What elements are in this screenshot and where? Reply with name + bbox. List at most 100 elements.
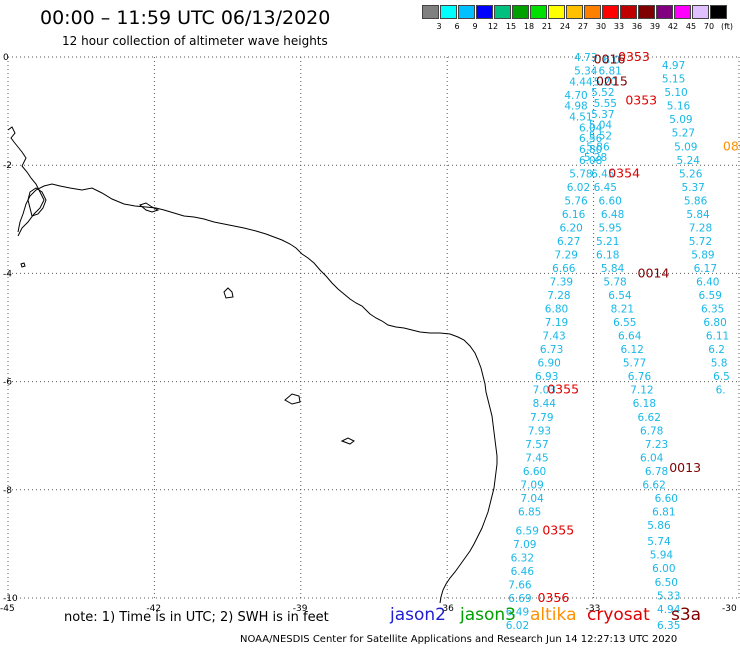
scale-swatch [440,5,457,19]
swh-value: 7.28 [547,290,570,302]
scale-swatch [674,5,691,19]
swh-value: 7.28 [689,222,712,234]
swh-value: 6.78 [645,466,668,478]
swh-value: 5.77 [623,358,646,370]
swh-value: 5.74 [647,536,671,548]
swh-value: 5.21 [596,236,619,248]
footnote: note: 1) Time is in UTC; 2) SWH is in fe… [64,610,329,625]
swh-value: 4.51 [569,112,592,124]
swh-value: 6.78 [640,425,663,437]
swh-value: 6.73 [540,344,563,356]
scale-swatch [512,5,529,19]
swh-value: 7.79 [530,412,553,424]
x-axis-tick-label: -30 [722,604,737,614]
swh-value: 7.39 [550,277,573,289]
swh-value: 6.60 [655,493,678,505]
swh-value: 5.95 [598,222,621,234]
swh-value: 6.02 [506,620,529,632]
swh-value: 7.19 [545,317,568,329]
swh-value: 5.33 [657,590,680,602]
swh-value: 7.03 [533,385,556,397]
swh-value: 6.80 [545,304,568,316]
swh-value: 5.52 [591,87,614,99]
swh-value: 5.28 [584,152,607,164]
x-axis-tick-label: -42 [146,604,161,614]
swh-value: 6.80 [579,144,602,156]
scale-swatch [476,5,493,19]
swh-value: 6.56 [579,133,603,145]
swh-value: 6.02 [567,182,590,194]
swh-value: 8.21 [611,304,634,316]
swh-value: 4.44 [569,76,593,88]
swh-value: 7.04 [520,493,544,505]
swh-value: 6.76 [628,371,652,383]
swh-value: 5.26 [679,168,703,180]
swh-value: 7.29 [555,249,578,261]
small-island-3 [340,437,355,445]
swh-value: 6.48 [601,209,624,221]
scale-label: (ft) [720,22,734,31]
legend-cryosat: cryosat [587,605,650,625]
swh-observations: 4.735.344.444.704.984.516.046.566.806.08… [506,52,730,632]
swh-value: 6.54 [608,290,632,302]
scale-swatch [602,5,619,19]
wave-height-color-scale: 3 6 9 12 15 18 21 24 27 30 33 36 39 42 45 70 (ft) [422,5,733,35]
small-island-2 [284,393,301,405]
swh-value: 6.60 [598,195,621,207]
swh-value: 6.64 [618,331,642,343]
swh-value: 6.17 [694,263,717,275]
scale-label: 18 [523,22,535,31]
swh-value: 4.94 [657,604,681,616]
x-axis-tick-label: -36 [439,604,454,614]
pass-time-label: 0016 [594,52,626,67]
swh-value: 4.98 [564,101,587,113]
swh-value: 6.85 [518,506,541,518]
swh-value: 6.2 [708,344,725,356]
pass-time-label: 0015 [596,73,628,88]
swh-value: 6.45 [591,168,614,180]
y-axis-tick-label: -2 [3,161,12,171]
swh-value: 7.09 [520,479,543,491]
scale-label: 6 [454,22,460,31]
swh-value: 5.15 [662,74,685,86]
y-axis-tick-label: -4 [3,269,12,279]
scale-label: 27 [577,22,589,31]
northern-coastline [7,126,45,237]
swh-value: 7.57 [525,439,548,451]
swh-value: 4.97 [662,60,685,72]
legend-altika: altika [530,605,577,625]
scale-label: 33 [613,22,625,31]
y-axis-tick-label: 0 [3,53,9,63]
scale-label: 70 [703,22,715,31]
swh-value: 6.40 [696,277,719,289]
legend-jason3: jason3 [460,605,516,625]
swh-value: 7.12 [630,385,653,397]
scale-swatch [638,5,655,19]
swh-value: 6. [716,385,726,397]
south-america-coastline [17,183,498,604]
swh-value: 6.59 [516,525,539,537]
swh-value: 5.16 [667,101,691,113]
pass-time-label: 0353 [625,92,657,107]
swh-value: 5.09 [669,114,692,126]
scale-label: 3 [436,22,442,31]
pass-time-label: 0353 [618,49,650,64]
swh-value: 5.86 [586,141,610,153]
y-axis-tick-label: -6 [3,378,12,388]
scale-swatch [710,5,727,19]
scale-swatch [458,5,475,19]
swh-value: 5.84 [601,263,625,275]
swh-value: 6.27 [557,236,580,248]
swh-value: 6.60 [523,466,546,478]
swh-value: 6.55 [613,317,636,329]
swh-value: 5.52 [589,130,612,142]
swh-value: 5.55 [594,98,617,110]
scale-swatch [620,5,637,19]
swh-value: 5.86 [684,195,708,207]
swh-value: 5.09 [674,141,697,153]
swh-value: 6.62 [642,479,665,491]
swh-value: 6.49 [506,607,529,619]
x-axis-tick-label: -33 [586,604,601,614]
pass-time-label: 0356 [537,590,569,605]
